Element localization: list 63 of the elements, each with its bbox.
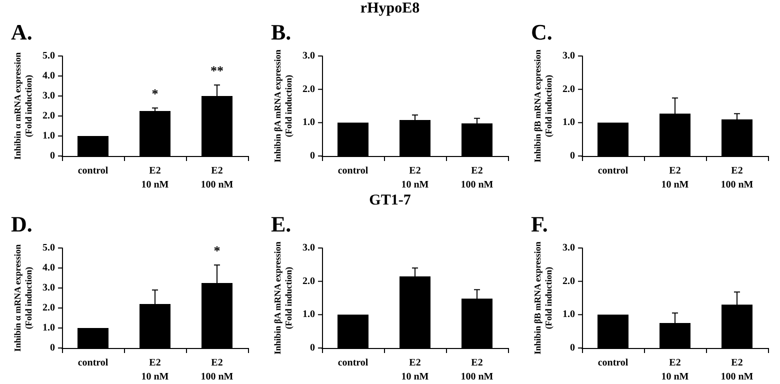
y-tick-label: 3.0: [562, 242, 575, 254]
x-tick-label: E2 10 nM: [141, 166, 170, 190]
y-axis-title: Inhibin βB mRNA expression (Fold induction): [532, 50, 554, 162]
text: GT1-7: [369, 192, 412, 208]
y-tick-label: 1.0: [42, 130, 55, 142]
x-tick-label: E2 100 nM: [200, 166, 234, 190]
y-axis-title: Inhibin βA mRNA expression (Fold induction): [272, 50, 294, 162]
y-tick-label: 2.0: [42, 110, 55, 122]
y-tick-label: 1.0: [302, 117, 315, 128]
y-tick-label: 2.0: [302, 276, 315, 287]
chart-title: F.: [531, 212, 548, 236]
y-tick-label: 3.0: [562, 50, 575, 62]
y-tick-label: 2.0: [562, 276, 575, 287]
x-tick-label: control: [338, 166, 368, 176]
y-tick-label: 1.0: [562, 309, 575, 320]
y-tick-label: 3.0: [302, 242, 315, 254]
y-tick-label: 1.0: [302, 309, 315, 320]
text: rHypoE8: [360, 0, 420, 16]
y-tick-label: 5.0: [42, 50, 55, 62]
x-tick-label: E2 100 nM: [460, 358, 494, 382]
y-tick-label: 2.0: [302, 84, 315, 95]
y-tick-label: 3.0: [42, 282, 55, 294]
y-tick-label: 0: [570, 150, 575, 162]
chart-title: C.: [531, 20, 552, 44]
annotation: *: [152, 86, 158, 101]
y-axis-title: Inhibin βB mRNA expression (Fold induction): [532, 242, 554, 354]
y-tick-label: 1.0: [42, 322, 55, 334]
x-tick-label: control: [78, 166, 108, 176]
y-tick-label: 0: [50, 150, 55, 162]
x-tick-label: E2 100 nM: [720, 358, 754, 382]
y-axis-title: Inhibin α mRNA expression (Fold induction): [12, 52, 34, 160]
y-axis-title: Inhibin βA mRNA expression (Fold induction): [272, 242, 294, 354]
y-tick-label: 3.0: [42, 90, 55, 102]
annotation: *: [214, 243, 220, 258]
x-tick-label: control: [598, 166, 628, 176]
x-tick-label: E2 10 nM: [401, 166, 430, 190]
x-tick-label: E2 10 nM: [661, 358, 690, 382]
x-tick-label: E2 10 nM: [141, 358, 170, 382]
chart-title: D.: [11, 212, 32, 236]
x-tick-label: control: [598, 358, 628, 368]
annotation: **: [210, 63, 224, 78]
chart-title: A.: [11, 20, 32, 44]
y-tick-label: 0: [50, 342, 55, 354]
y-tick-label: 2.0: [562, 84, 575, 95]
y-tick-label: 4.0: [42, 70, 55, 82]
x-tick-label: E2 10 nM: [401, 358, 430, 382]
y-tick-label: 5.0: [42, 242, 55, 254]
x-tick-label: E2 10 nM: [661, 166, 690, 190]
chart-title: B.: [271, 20, 292, 44]
y-tick-label: 1.0: [562, 117, 575, 128]
y-tick-label: 0: [310, 342, 315, 354]
y-axis-title: Inhibin α mRNA expression (Fold induction): [12, 244, 34, 352]
x-tick-label: E2 100 nM: [200, 358, 234, 382]
x-tick-label: E2 100 nM: [460, 166, 494, 190]
y-tick-label: 2.0: [42, 302, 55, 314]
x-tick-label: control: [338, 358, 368, 368]
y-tick-label: 0: [310, 150, 315, 162]
y-tick-label: 4.0: [42, 262, 55, 274]
x-tick-label: control: [78, 358, 108, 368]
y-tick-label: 3.0: [302, 50, 315, 62]
chart-title: E.: [271, 212, 292, 236]
x-tick-label: E2 100 nM: [720, 166, 754, 190]
y-tick-label: 0: [570, 342, 575, 354]
